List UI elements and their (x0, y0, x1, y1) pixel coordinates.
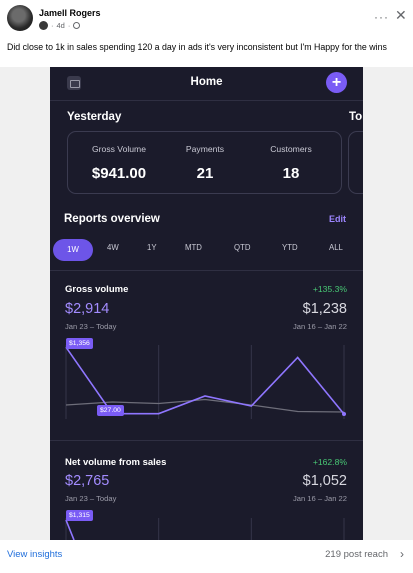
metric-change-net-volume: +162.8% (312, 457, 347, 467)
stat-value-customers: 18 (282, 165, 300, 182)
page-title: Home (190, 76, 223, 88)
today-heading: To (349, 111, 363, 123)
view-insights-link[interactable]: View insights (7, 549, 63, 560)
tab-ytd[interactable]: YTD (282, 243, 298, 252)
post-time[interactable]: 4d (56, 21, 65, 30)
close-icon[interactable]: ✕ (395, 7, 407, 23)
app-top-bar: Home + (50, 67, 363, 101)
net-volume-chart[interactable] (50, 508, 363, 540)
post-reach: 219 post reach (325, 549, 388, 560)
stat-value-payments: 21 (196, 165, 214, 182)
chart-high-label: $1,315 (66, 510, 93, 521)
metric-title-net-volume: Net volume from sales (65, 457, 167, 468)
metric-change-gross-volume: +135.3% (312, 284, 347, 294)
globe-icon (73, 22, 81, 29)
metric-current-net-volume: $2,765 (65, 473, 110, 489)
tab-qtd[interactable]: QTD (234, 243, 251, 252)
store-icon[interactable] (67, 76, 81, 90)
reports-overview-heading: Reports overview (64, 213, 160, 225)
page-badge-icon (39, 21, 48, 30)
metric-current-gross-volume: $2,914 (65, 301, 110, 317)
avatar[interactable] (7, 5, 33, 31)
post-meta: · 4d · (39, 21, 81, 30)
range-tabs: 1W 4W 1Y MTD QTD YTD ALL (50, 239, 363, 261)
current-period-line (65, 346, 345, 415)
tab-mtd[interactable]: MTD (185, 243, 202, 252)
chevron-right-icon[interactable]: › (400, 547, 404, 561)
today-stats-card[interactable] (348, 131, 363, 194)
metric-previous-net-volume: $1,052 (302, 473, 347, 489)
stat-label-customers: Customers (270, 144, 312, 154)
post-header: Jamell Rogers · 4d · ··· ✕ (0, 0, 413, 36)
current-point-marker (342, 412, 346, 416)
chart-low-label: $27.00 (97, 405, 124, 416)
more-options-icon[interactable]: ··· (374, 10, 389, 24)
metric-title-gross-volume: Gross volume (65, 284, 129, 295)
divider (50, 270, 363, 271)
app-screen: Home + Yesterday To Gross Volume $941.00… (50, 67, 363, 540)
post-caption: Did close to 1k in sales spending 120 a … (7, 42, 387, 52)
metric-range-current: Jan 23 – Today (65, 494, 117, 503)
tab-all[interactable]: ALL (329, 243, 343, 252)
divider (50, 440, 363, 441)
author-name[interactable]: Jamell Rogers (39, 8, 101, 18)
yesterday-heading: Yesterday (67, 111, 122, 123)
yesterday-stats-card[interactable]: Gross Volume $941.00 Payments 21 Custome… (67, 131, 342, 194)
metric-range-current: Jan 23 – Today (65, 322, 117, 331)
tab-1y[interactable]: 1Y (147, 243, 157, 252)
post-footer: View insights 219 post reach › (0, 540, 413, 573)
edit-button[interactable]: Edit (329, 214, 346, 224)
post-image[interactable]: Home + Yesterday To Gross Volume $941.00… (0, 67, 413, 540)
previous-period-line (65, 398, 345, 413)
stat-value-gross: $941.00 (91, 165, 147, 182)
metric-range-previous: Jan 16 – Jan 22 (292, 322, 347, 331)
stat-label-payments: Payments (185, 144, 225, 154)
tab-1w[interactable]: 1W (53, 239, 93, 261)
metric-range-previous: Jan 16 – Jan 22 (292, 494, 347, 503)
metric-previous-gross-volume: $1,238 (302, 301, 347, 317)
net-volume-line (65, 519, 75, 540)
tab-4w[interactable]: 4W (107, 243, 119, 252)
chart-high-label: $1,356 (66, 338, 93, 349)
stat-label-gross: Gross Volume (92, 144, 146, 154)
add-button[interactable]: + (326, 72, 347, 93)
